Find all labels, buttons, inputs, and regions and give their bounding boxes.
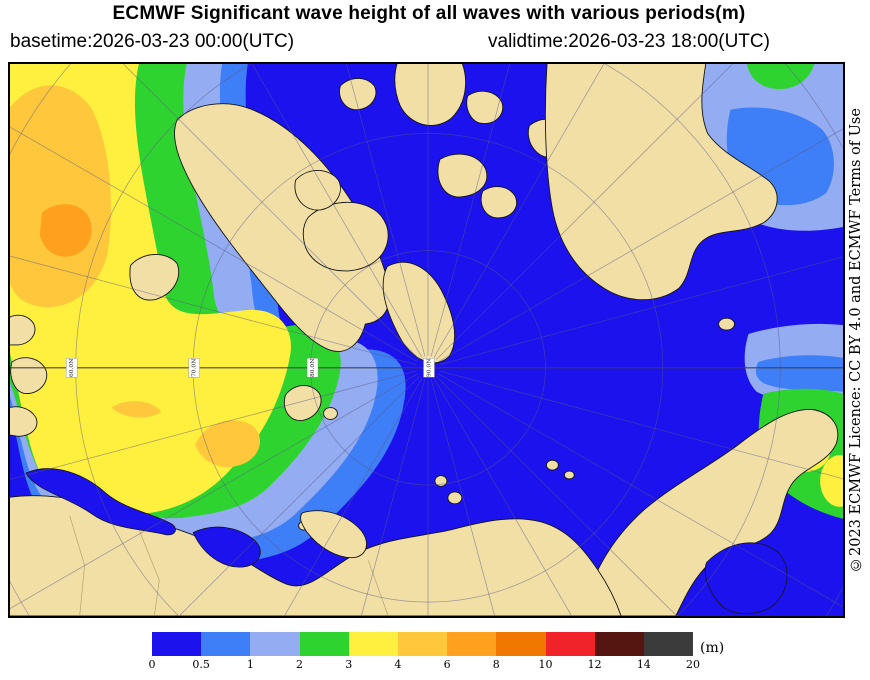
map-canvas: 60.0N 70.0N 80.0N 90.0N [10, 64, 843, 616]
lat-label-text: 90.0N [425, 359, 432, 377]
baltic-sea [25, 468, 176, 536]
legend-tick: 8 [492, 658, 500, 671]
legend-tick: 12 [587, 658, 602, 671]
legend-segment-4 [397, 632, 448, 656]
legend-segment-2 [299, 632, 349, 656]
british-isles [10, 406, 38, 437]
british-isles [10, 357, 48, 395]
legend-tick: 14 [636, 658, 651, 671]
legend-tick: 3 [345, 658, 353, 671]
arctic-island [466, 90, 504, 125]
arctic-island [480, 186, 517, 219]
legend-segment-10 [545, 632, 595, 656]
legend-segment-14 [643, 632, 694, 656]
north-america-alaska [544, 64, 778, 301]
novaya-zemlya [300, 510, 367, 558]
legend-tick: 2 [296, 658, 304, 671]
lat-label-box [188, 358, 200, 378]
legend-segment-3 [348, 632, 398, 656]
lat-label-box [66, 358, 78, 378]
baffin-island [382, 261, 456, 364]
new-siberian-islands [563, 470, 575, 480]
legend-tick: 0 [148, 658, 156, 671]
arctic-wave-map: 60.0N 70.0N 80.0N 90.0N [8, 62, 845, 618]
white-sea [192, 526, 261, 568]
latitude-labels: 60.0N 70.0N 80.0N 90.0N [66, 358, 435, 378]
lat-label-box [306, 358, 319, 378]
iceland [129, 254, 179, 301]
lat-label-box [423, 358, 435, 378]
svalbard-east [323, 407, 338, 420]
legend-segment-6 [447, 632, 497, 656]
legend-tick-labels: 0 0.5 1 2 3 4 6 8 10 12 14 20 [148, 658, 701, 672]
devon-island [437, 153, 488, 198]
country-border [367, 560, 389, 616]
anadyr-gulf [704, 542, 788, 615]
land-layer [10, 64, 839, 616]
legend-tick: 1 [246, 658, 254, 671]
legend-tick: 6 [443, 658, 451, 671]
arctic-island [339, 77, 377, 111]
legend-segment-1 [250, 632, 300, 656]
lat-label-text: 70.0N [191, 359, 198, 377]
new-siberian-islands [545, 459, 559, 471]
severnaya-zemlya [447, 491, 463, 505]
country-border [139, 530, 160, 616]
legend-segment-0 [152, 632, 202, 656]
legend-tick: 4 [394, 658, 402, 671]
lat-label-text: 80.0N [309, 359, 316, 377]
legend-tick: 20 [686, 658, 700, 671]
british-isles [10, 314, 36, 346]
basetime-label: basetime:2026-03-23 00:00(UTC) [10, 31, 295, 52]
page-title: ECMWF Significant wave height of all wav… [112, 3, 746, 24]
banks-island [294, 170, 341, 211]
ellesmere-island [394, 64, 466, 126]
legend-tick: 0.5 [192, 658, 210, 671]
lat-label-text: 60.0N [68, 359, 75, 377]
legend-tick: 10 [538, 658, 553, 671]
greenland [174, 103, 391, 352]
wrangel-island [718, 317, 735, 331]
legend-segment-8 [496, 632, 546, 656]
validtime-label: validtime:2026-03-23 18:00(UTC) [488, 31, 770, 52]
wave-height-legend: 0 0.5 1 2 3 4 6 8 10 12 14 20 [148, 632, 701, 672]
victoria-island [302, 201, 389, 272]
legend-unit-label: (m) [700, 640, 725, 656]
legend-color-bar [152, 632, 694, 656]
legend-segment-0.5 [201, 632, 251, 656]
copyright-vertical-text: ©2023 ECMWF Licence: CC BY 4.0 and ECMWF… [848, 108, 864, 572]
legend-segment-12 [594, 632, 644, 656]
